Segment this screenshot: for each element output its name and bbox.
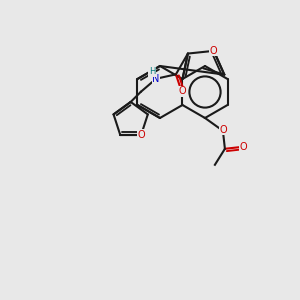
Text: O: O: [219, 125, 227, 135]
Text: N: N: [152, 74, 160, 84]
Text: H: H: [149, 67, 155, 76]
Text: O: O: [210, 46, 218, 56]
Text: O: O: [178, 86, 186, 96]
Text: O: O: [137, 130, 145, 140]
Text: O: O: [239, 142, 247, 152]
